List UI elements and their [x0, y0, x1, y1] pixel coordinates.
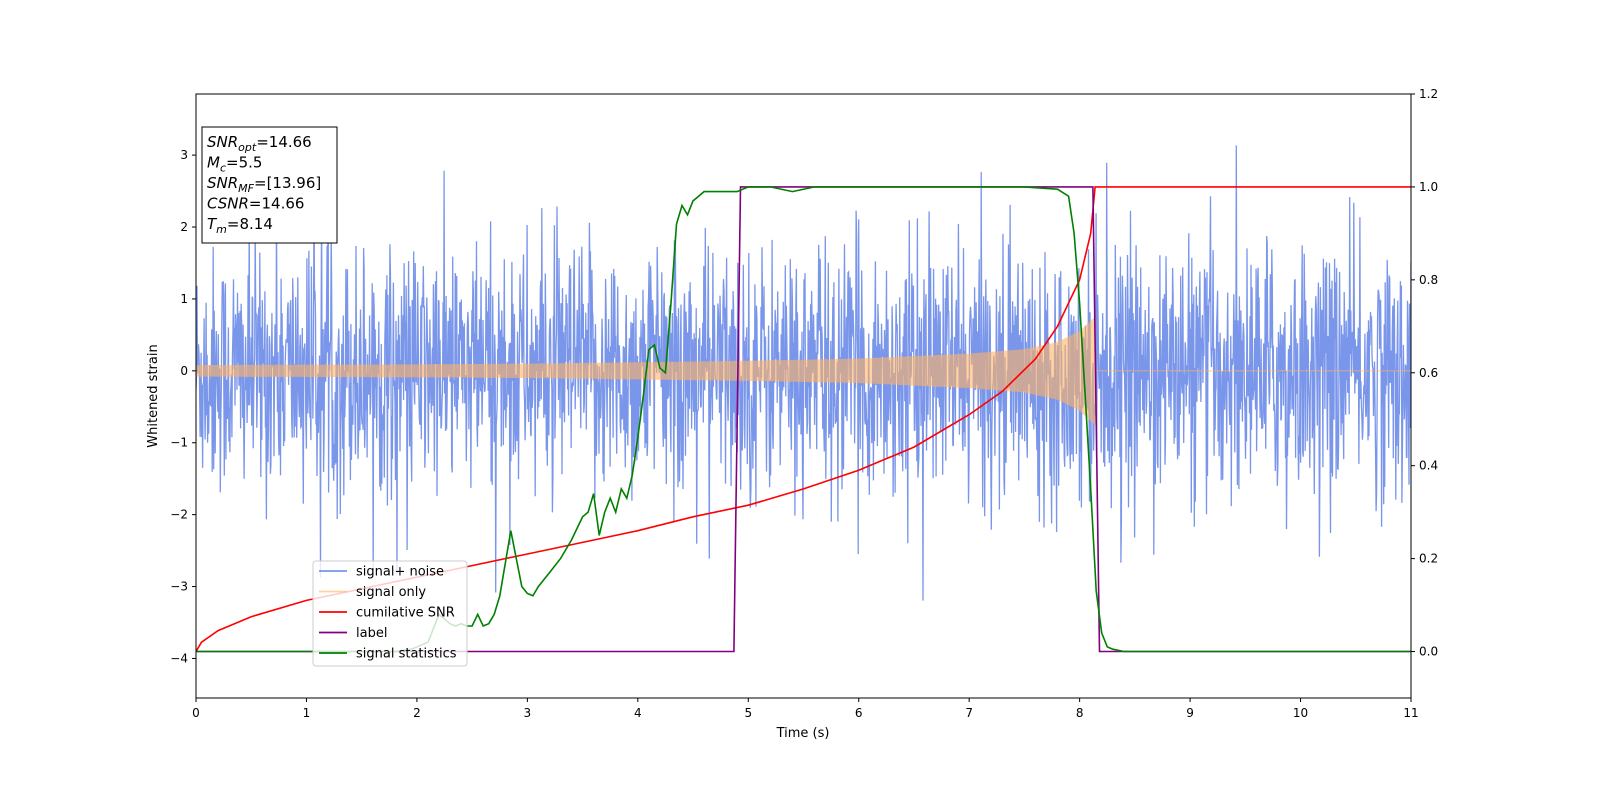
annotation-box: SNRopt=14.66Mc=5.5SNRMF=[13.96]CSNR=14.6… — [201, 126, 338, 244]
legend-entry-label: signal only — [356, 585, 426, 600]
y-tick-label-left: −1 — [170, 436, 188, 450]
legend-entry-label: signal+ noise — [356, 565, 444, 580]
x-tick-label: 7 — [965, 706, 973, 720]
legend-entry-label: cumilative SNR — [356, 606, 455, 621]
annotation-line: SNRopt=14.66 — [207, 133, 312, 154]
y-tick-label-right: 0.0 — [1419, 645, 1438, 659]
y-tick-label-left: 2 — [180, 220, 188, 234]
y-tick-label-left: 3 — [180, 148, 188, 162]
y-axis-label: Whitened strain — [146, 344, 161, 447]
y-tick-label-left: 1 — [180, 292, 188, 306]
annotation-line: Tm=8.14 — [207, 215, 273, 236]
x-tick-label: 10 — [1293, 706, 1308, 720]
y-tick-label-right: 0.6 — [1419, 366, 1438, 380]
legend-frame — [312, 560, 468, 667]
axes-frame — [195, 93, 1412, 699]
x-tick-label: 0 — [192, 706, 200, 720]
x-tick-label: 8 — [1076, 706, 1084, 720]
annotation-line: Mc=5.5 — [207, 154, 262, 175]
y-tick-label-left: −2 — [170, 508, 188, 522]
series-signal-only — [196, 316, 1411, 425]
x-tick-label: 11 — [1403, 706, 1418, 720]
legend: signal+ noise signal only cumilative SNR la… — [312, 560, 468, 667]
x-tick-label: 9 — [1186, 706, 1194, 720]
x-tick-label: 6 — [855, 706, 863, 720]
y-tick-label-left: −3 — [170, 580, 188, 594]
y-tick-label-left: 0 — [180, 364, 188, 378]
x-tick-label: 5 — [744, 706, 752, 720]
y-tick-label-right: 0.8 — [1419, 273, 1438, 287]
annotation-frame — [201, 126, 338, 244]
y-tick-label-right: 1.0 — [1419, 180, 1438, 194]
x-axis-label: Time (s) — [776, 726, 830, 741]
series-signal-statistics — [196, 186, 1411, 653]
x-tick-label: 3 — [524, 706, 532, 720]
y-tick-label-right: 0.2 — [1419, 552, 1438, 566]
series-layer — [196, 138, 1411, 653]
annotation-line: SNRMF=[13.96] — [207, 174, 321, 195]
legend-entry-label: label — [356, 626, 387, 641]
series-signal-plus-noise — [196, 138, 1411, 601]
y-tick-label-left: −4 — [170, 651, 188, 665]
legend-entry-label: signal statistics — [356, 647, 457, 662]
x-tick-label: 4 — [634, 706, 642, 720]
series-cumilative-snr — [196, 186, 1411, 652]
ticks-layer: 0 1 2 3 4 5 6 7 8 9 10 11 −4 −3 −2 −1 0 1 2 3 0.0 0.2 0.4 0.6 0.… — [170, 87, 1438, 720]
x-tick-label: 1 — [303, 706, 311, 720]
y-tick-label-right: 1.2 — [1419, 87, 1438, 101]
x-tick-label: 2 — [413, 706, 421, 720]
annotation-line: CSNR=14.66 — [207, 195, 304, 213]
y-tick-label-right: 0.4 — [1419, 459, 1438, 473]
